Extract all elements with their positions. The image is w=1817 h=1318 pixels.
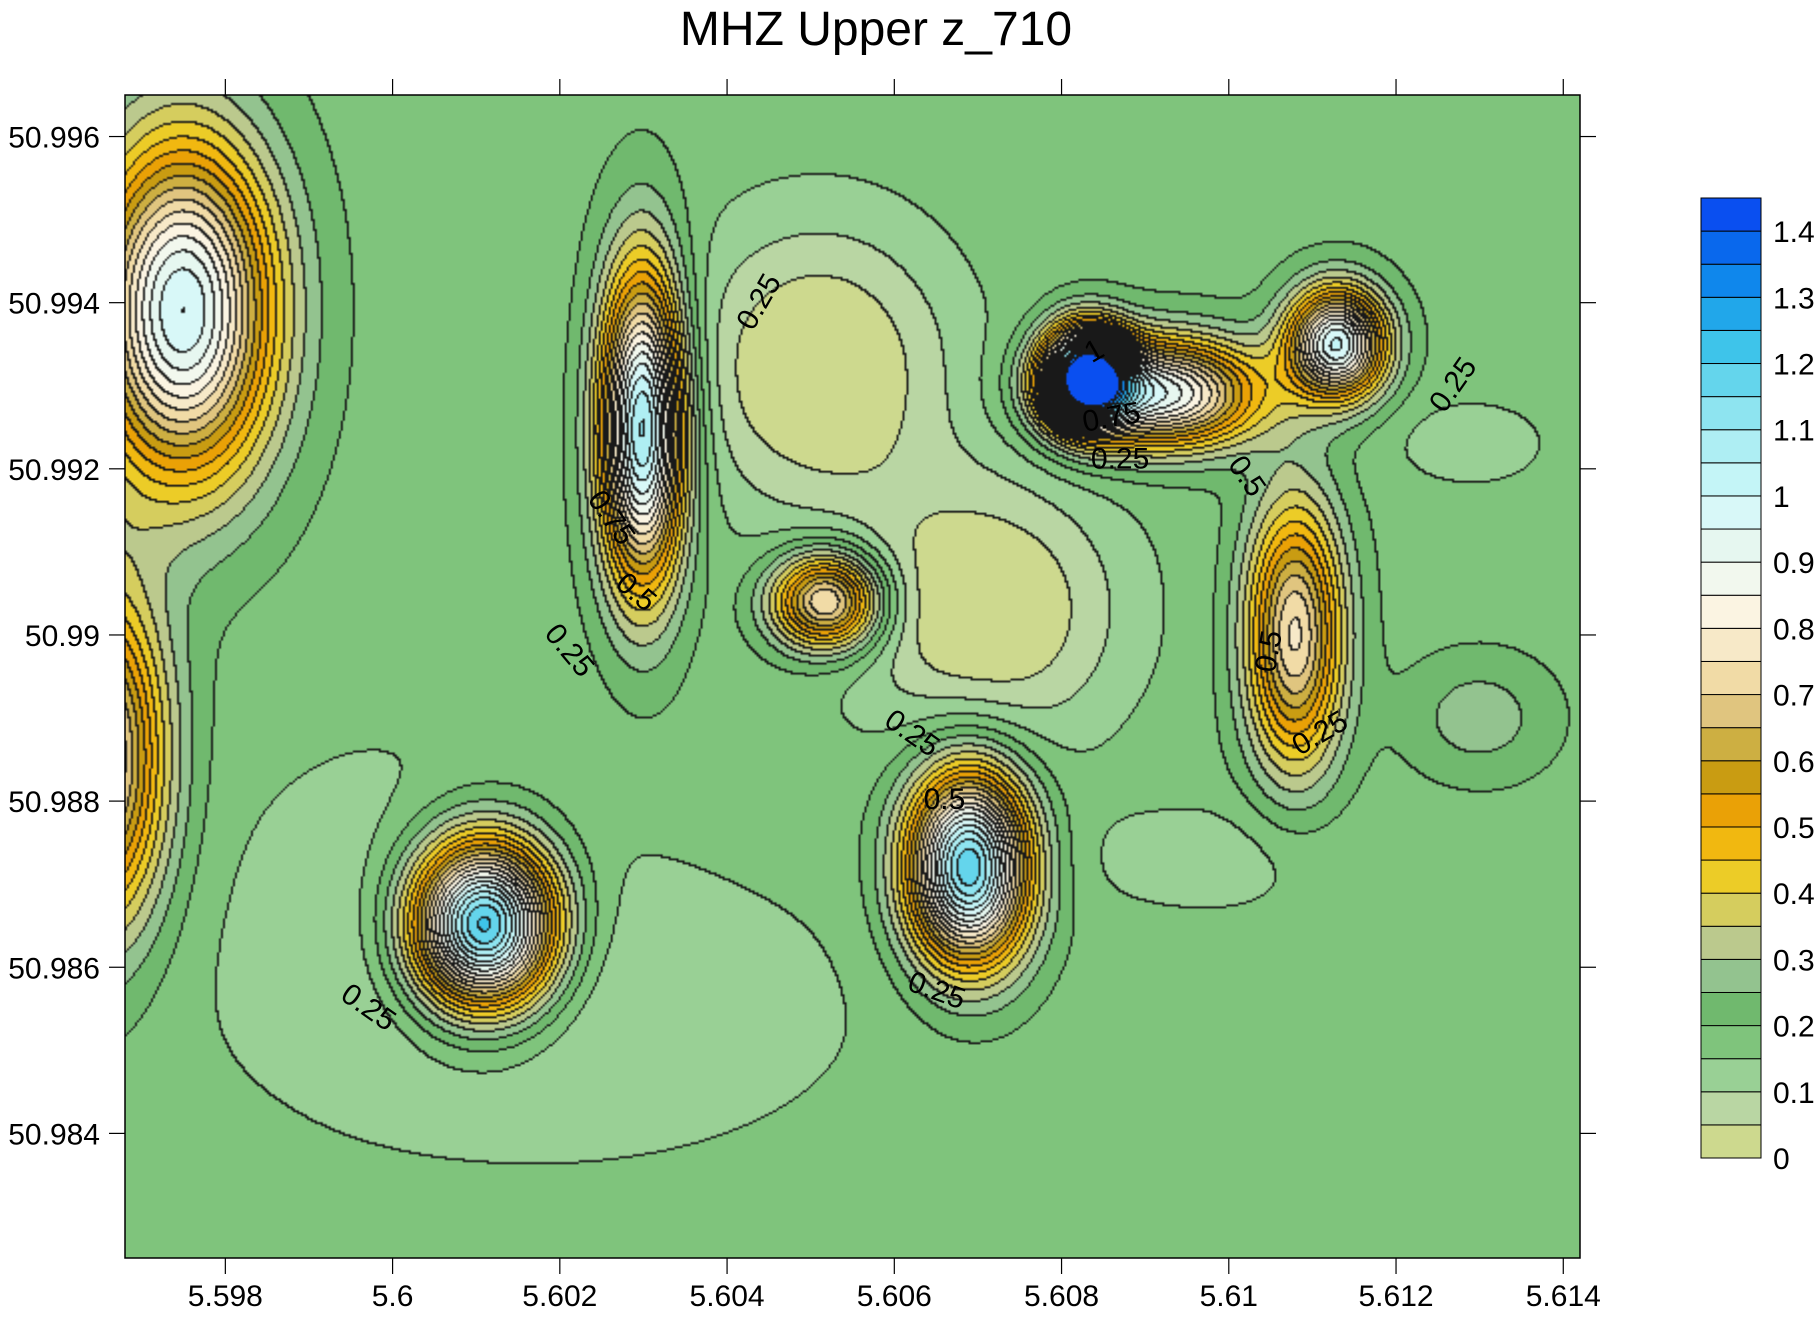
colorbar-tick-label: 1.4 [1773,216,1815,249]
colorbar-swatch [1700,925,1762,960]
chart-title: MHZ Upper z_710 [680,3,1072,56]
x-tick-label: 5.608 [1024,1280,1099,1313]
colorbar-swatch [1700,462,1762,497]
colorbar-swatch [1700,627,1762,662]
x-tick-label: 5.598 [188,1280,263,1313]
y-tick-label: 50.988 [8,786,100,819]
colorbar-tick-label: 0.9 [1773,547,1815,580]
colorbar-swatch [1700,694,1762,729]
colorbar-tick-label: 1 [1773,481,1790,514]
x-tick-label: 5.606 [857,1280,932,1313]
y-tick-label: 50.99 [25,620,100,653]
colorbar-swatch [1700,1058,1762,1093]
colorbar-swatch [1700,363,1762,398]
colorbar-swatch [1700,230,1762,265]
colorbar-swatch [1700,892,1762,927]
x-tick-label: 5.604 [690,1280,765,1313]
colorbar-tick-label: 0.3 [1773,944,1815,977]
colorbar-swatch [1700,859,1762,894]
x-axis: 5.598 5.6 5.602 5.604 5.606 5.608 5.61 5.612 5.6… [188,79,1601,1313]
colorbar-swatch [1700,561,1762,596]
colorbar-swatch [1700,660,1762,696]
colorbar-tick-label: 0.6 [1773,746,1815,779]
colorbar-legend: 0 0.1 0.2 0.3 0.4 0.5 0.6 0.7 0.8 0.9 1 1.1 1.2 1.3 1.… [1700,197,1815,1176]
colorbar-tick-label: 1.2 [1773,349,1815,382]
colorbar-swatch [1700,396,1762,431]
x-tick-label: 5.6 [372,1280,414,1313]
contour-label: 0.25 [1091,442,1149,475]
colorbar-tick-label: 1.3 [1773,282,1815,315]
colorbar-swatch [1700,296,1762,331]
colorbar-swatch [1700,1025,1762,1060]
colorbar-swatch [1700,495,1762,530]
colorbar-tick-label: 0.7 [1773,680,1815,713]
colorbar-swatch [1700,826,1762,861]
x-tick-label: 5.614 [1526,1280,1601,1313]
x-tick-label: 5.612 [1358,1280,1433,1313]
x-tick-label: 5.61 [1200,1280,1258,1313]
colorbar-tick-label: 0.2 [1773,1011,1815,1044]
contour-label: 0.5 [1249,628,1289,675]
y-tick-label: 50.984 [8,1118,100,1151]
colorbar-swatch [1700,1124,1762,1159]
colorbar-swatch [1700,197,1762,232]
colorbar-swatch [1700,329,1762,365]
contour-label: 0.5 [924,783,966,816]
plot-area [124,94,1581,1259]
colorbar-tick-label: 0.5 [1773,812,1815,845]
colorbar-swatch [1700,958,1762,993]
colorbar-tick-label: 0.1 [1773,1077,1815,1110]
colorbar-swatch [1700,727,1762,762]
x-tick-label: 5.602 [522,1280,597,1313]
colorbar-tick-label: 1.1 [1773,415,1815,448]
colorbar-swatch [1700,1091,1762,1126]
y-tick-label: 50.992 [8,454,100,487]
plot-frame [124,94,1581,1259]
y-tick-label: 50.996 [8,122,100,155]
colorbar-swatch [1700,263,1762,298]
y-tick-label: 50.986 [8,952,100,985]
colorbar-swatch [1700,760,1762,795]
colorbar-tick-label: 0 [1773,1143,1790,1176]
colorbar-tick-label: 0.4 [1773,878,1815,911]
y-axis: 50.996 50.994 50.992 50.99 50.988 50.986 50.98… [8,122,1596,1151]
y-tick-label: 50.994 [8,288,100,321]
colorbar-tick-label: 0.8 [1773,613,1815,646]
colorbar-swatch [1700,793,1762,828]
colorbar-swatch [1700,594,1762,629]
contour-fill [125,95,1580,1258]
colorbar-swatch [1700,429,1762,464]
colorbar-swatch [1700,991,1762,1027]
colorbar-swatch [1700,528,1762,563]
